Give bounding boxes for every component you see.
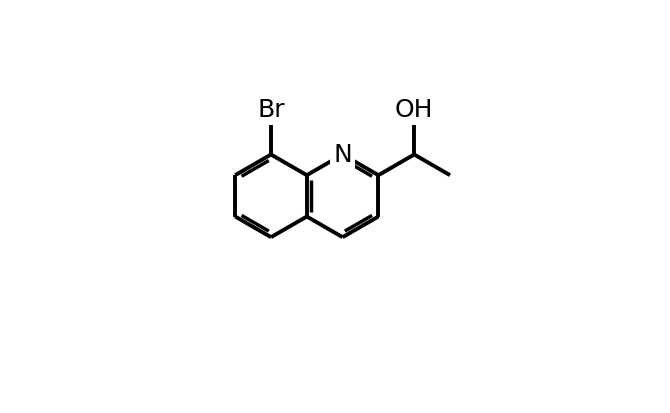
Text: Br: Br — [257, 98, 285, 122]
Text: N: N — [333, 142, 352, 166]
Text: OH: OH — [395, 98, 433, 122]
